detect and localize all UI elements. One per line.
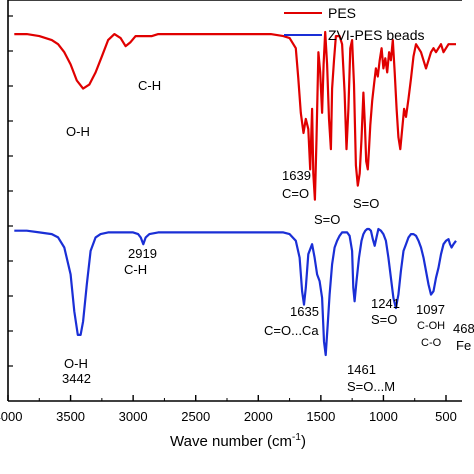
- annotation-zvi-c-o: C-O: [421, 337, 442, 349]
- annotation-zvi-fe: Fe: [456, 338, 471, 353]
- annotation-zvi-coca: C=O...Ca: [264, 323, 319, 338]
- x-tick-label-2500: 2500: [181, 409, 210, 424]
- annotation-pes-oh: O-H: [66, 124, 90, 139]
- x-axis-title: Wave number (cm-1): [170, 432, 306, 450]
- annotation-pes-1639: 1639: [282, 168, 311, 183]
- annotation-zvi-som: S=O...M: [347, 379, 395, 394]
- plot-frame: [7, 0, 462, 402]
- annotation-zvi-1097: 1097: [416, 302, 445, 317]
- annotation-zvi-2919: 2919: [128, 246, 157, 261]
- x-tick-label-500: 500: [435, 409, 457, 424]
- x-axis-title-sup: -1: [292, 432, 301, 443]
- series-layer: [14, 30, 457, 357]
- legend-label-zvi: ZVI-PES beads: [328, 27, 425, 43]
- series-line-pes: [14, 30, 456, 201]
- annotation-zvi-ch: C-H: [124, 262, 147, 277]
- annotation-zvi-1461: 1461: [347, 362, 376, 377]
- legend-label-pes: PES: [328, 5, 356, 21]
- y-axis-ticks: [8, 15, 13, 367]
- annotation-zvi-oh: O-H: [64, 356, 88, 371]
- annotation-pes-co: C=O: [282, 186, 309, 201]
- annotation-zvi-1241: 1241: [371, 296, 400, 311]
- x-tick-label-1500: 1500: [306, 409, 335, 424]
- annotation-zvi-3442: 3442: [62, 371, 91, 386]
- annotation-pes-ch: C-H: [138, 78, 161, 93]
- legend: PES ZVI-PES beads: [284, 5, 425, 43]
- x-tick-label-4000: 4000: [0, 409, 22, 424]
- x-tick-label-3500: 3500: [56, 409, 85, 424]
- series-line-zvi-pes-beads: [14, 227, 457, 357]
- annotation-zvi-coh: C-OH: [417, 320, 445, 332]
- annotation-pes-so-a: S=O: [314, 212, 340, 227]
- annotations: O-H C-H 1639 C=O S=O S=O 2919 C-H O-H 34…: [62, 78, 474, 394]
- x-tick-label-2000: 2000: [244, 409, 273, 424]
- annotation-zvi-1635: 1635: [290, 304, 319, 319]
- annotation-zvi-so: S=O: [371, 312, 397, 327]
- annotation-zvi-468: 468: [453, 321, 474, 336]
- annotation-pes-so-b: S=O: [353, 196, 379, 211]
- x-tick-label-3000: 3000: [119, 409, 148, 424]
- x-axis-ticks: 4000 3500 3000 2500 2000 1500 1000 500: [0, 395, 457, 424]
- x-tick-label-1000: 1000: [369, 409, 398, 424]
